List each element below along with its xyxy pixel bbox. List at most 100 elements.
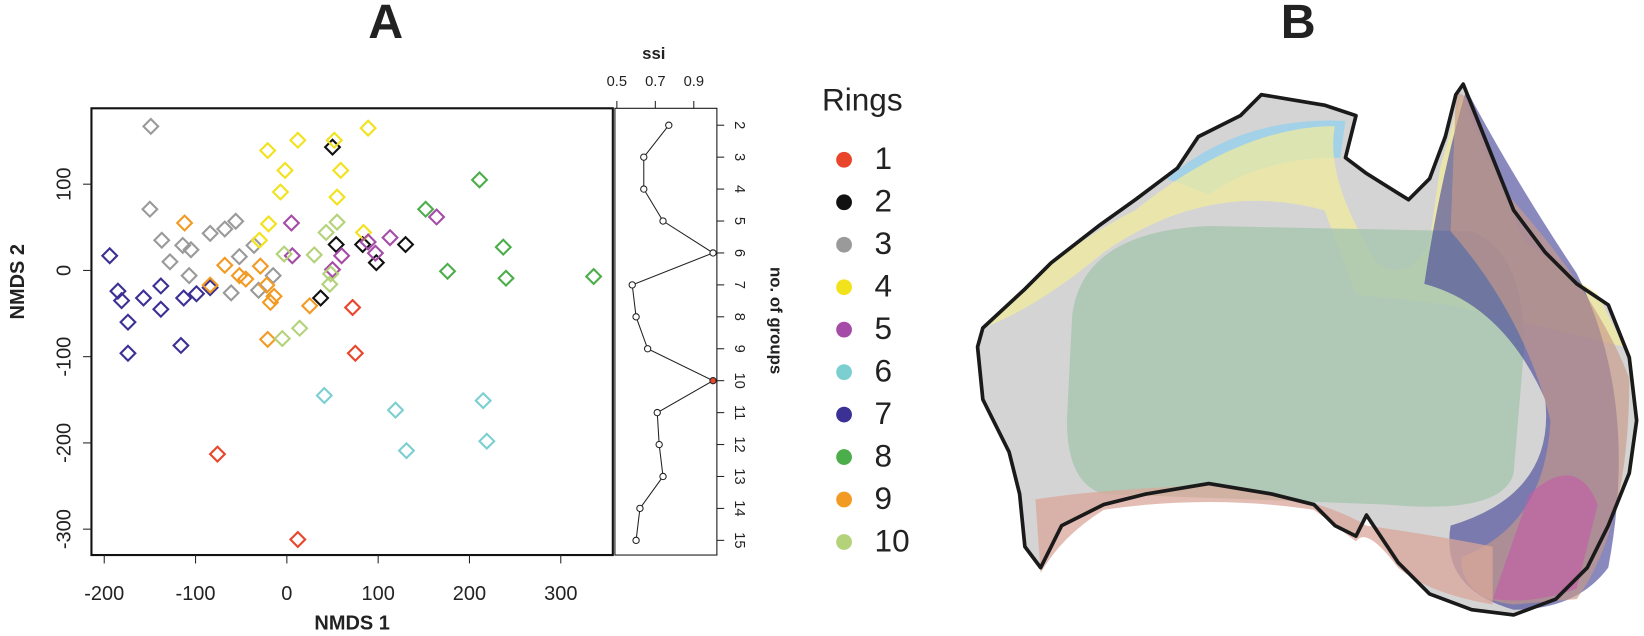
point	[320, 275, 339, 294]
point	[653, 408, 661, 417]
point	[230, 247, 249, 266]
point	[343, 298, 362, 317]
point	[470, 171, 489, 189]
point	[180, 266, 198, 285]
point	[323, 260, 342, 279]
y-tick-label: 10	[731, 373, 747, 389]
point	[315, 386, 334, 405]
point	[659, 217, 667, 225]
legend-label: 5	[875, 310, 893, 346]
x-tick-label: 0	[281, 583, 292, 605]
panel-title: A	[368, 0, 403, 49]
point	[257, 276, 276, 294]
y-tick-label: 2	[731, 121, 747, 129]
y-tick-label: 12	[731, 436, 747, 452]
legend-label: 10	[875, 522, 910, 558]
legend-marker	[836, 236, 852, 253]
point	[311, 289, 330, 307]
legend-marker	[836, 449, 852, 465]
point	[134, 289, 153, 307]
line	[631, 124, 715, 541]
x-tick-label: -200	[84, 583, 124, 605]
point	[438, 262, 457, 281]
point	[265, 287, 283, 306]
y-tick-label: 9	[731, 345, 747, 353]
y-axis-label: NMDS 2	[7, 244, 29, 319]
point	[321, 265, 340, 283]
point	[643, 345, 652, 353]
point	[353, 235, 372, 254]
x-tick-label: 0.5	[607, 74, 627, 90]
legend-marker	[836, 321, 852, 338]
legend-marker	[836, 491, 852, 508]
point	[173, 236, 192, 255]
point	[396, 235, 415, 254]
point	[109, 282, 127, 300]
point	[665, 121, 673, 129]
point	[215, 256, 234, 275]
point	[258, 141, 277, 160]
region-1	[1035, 485, 1493, 605]
point	[250, 231, 269, 250]
legend-label: 6	[875, 353, 893, 389]
x-axis-label: ssi	[642, 44, 665, 63]
y-tick-label: 6	[731, 249, 747, 257]
y-tick-label: 11	[731, 405, 747, 420]
region-5	[1492, 475, 1598, 601]
point	[327, 235, 346, 254]
point	[584, 267, 603, 286]
point	[141, 117, 160, 136]
legend-marker	[836, 279, 852, 296]
point	[182, 240, 200, 259]
point	[397, 441, 416, 460]
point	[346, 344, 365, 363]
y-tick-label: 14	[731, 500, 747, 516]
point	[427, 208, 446, 226]
point	[282, 214, 301, 232]
legend-marker	[836, 151, 852, 168]
y-tick-label: 0	[53, 265, 75, 276]
y-tick-label: 15	[731, 532, 747, 548]
point	[141, 200, 159, 219]
point	[290, 319, 309, 338]
point	[264, 266, 282, 285]
point	[477, 432, 496, 451]
point	[119, 313, 137, 332]
point	[273, 329, 292, 348]
point	[215, 220, 234, 238]
point	[331, 161, 350, 180]
legend-label: 8	[875, 437, 893, 473]
point	[201, 224, 219, 243]
y-tick-label: 3	[731, 153, 747, 161]
point	[474, 391, 493, 410]
point	[709, 377, 717, 385]
point	[258, 330, 277, 349]
map	[975, 82, 1639, 617]
x-axis-label: NMDS 1	[314, 613, 389, 635]
point	[416, 200, 435, 219]
point	[174, 289, 193, 307]
y-tick-label: 8	[731, 313, 747, 321]
legend-marker	[836, 534, 852, 550]
point	[636, 504, 644, 513]
point	[386, 401, 405, 419]
y-tick-label: 4	[731, 185, 747, 193]
plot-frame	[614, 107, 718, 556]
point	[300, 296, 319, 315]
point	[161, 252, 179, 271]
point	[283, 246, 302, 265]
y-tick-label: 100	[53, 168, 75, 201]
x-tick-label: 0.9	[684, 74, 704, 90]
point	[236, 270, 255, 288]
legend-marker	[836, 406, 852, 423]
point	[259, 215, 278, 233]
point	[655, 440, 663, 449]
x-tick-label: 300	[544, 583, 577, 605]
y-tick-label: 7	[731, 281, 747, 289]
point	[366, 244, 385, 263]
point	[305, 246, 324, 264]
point	[325, 131, 344, 150]
point	[328, 188, 346, 206]
legend-label: 3	[875, 225, 893, 261]
y-axis-label: no. of groups	[766, 267, 785, 374]
